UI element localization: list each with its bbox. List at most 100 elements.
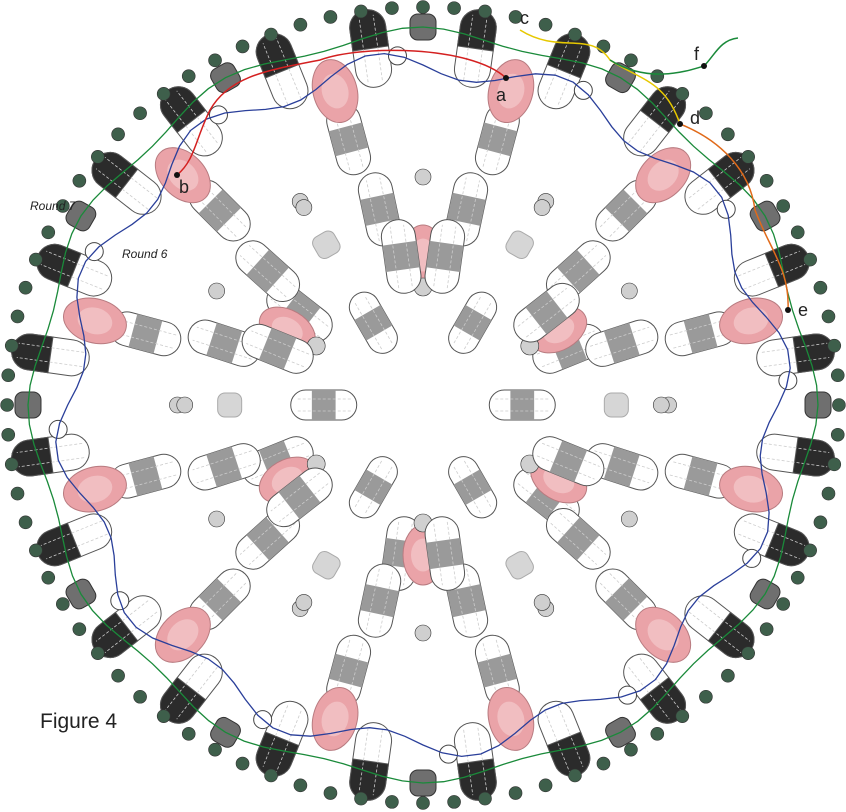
point-label: d <box>690 108 700 128</box>
seed-bead <box>91 150 105 164</box>
seed-bead <box>385 795 399 809</box>
pill-hole <box>594 450 654 471</box>
pill-hole <box>203 184 247 228</box>
point-label: e <box>798 300 808 320</box>
pill-hole <box>354 302 383 350</box>
seed-bead <box>208 510 225 528</box>
pink-drop <box>311 59 359 124</box>
drop-facet <box>733 475 769 503</box>
pill-hole <box>248 245 296 288</box>
point-labels: a b c d e f <box>174 8 808 320</box>
seed-bead <box>56 597 70 611</box>
seed-bead <box>156 709 171 723</box>
pill-bead <box>532 436 605 487</box>
pill-band <box>549 440 588 482</box>
seed-bead <box>133 106 147 121</box>
pill-bead <box>11 433 90 477</box>
seed-bead <box>323 786 338 800</box>
pill-bead <box>357 563 402 638</box>
pill-hole <box>453 296 482 344</box>
point-dot <box>785 307 791 313</box>
seed-bead <box>41 570 56 585</box>
point-label: c <box>520 8 529 28</box>
pill-bead <box>91 595 162 659</box>
seed-bead <box>156 87 171 101</box>
point-dot <box>174 172 180 178</box>
seed-bead <box>111 668 125 683</box>
pill-bead <box>733 513 810 567</box>
pill-bead <box>109 311 182 357</box>
pill-hole <box>477 727 488 794</box>
pill-hole <box>262 43 289 105</box>
seed-bead <box>699 689 713 704</box>
pill-bead <box>448 456 498 519</box>
pill-hole <box>364 296 393 344</box>
thread <box>27 26 819 784</box>
pill-bead <box>290 389 358 421</box>
seed-bead <box>675 87 690 101</box>
seed-bead <box>414 168 432 186</box>
point-label: f <box>694 44 700 64</box>
pill-bead <box>513 282 580 343</box>
pill-hole <box>270 472 320 512</box>
seed-bead <box>721 127 735 142</box>
pill-hole <box>463 14 474 81</box>
point-dot <box>701 63 707 69</box>
pink-drop <box>154 606 211 663</box>
seed-bead <box>652 396 670 414</box>
pill-hole <box>248 522 296 565</box>
pill-bead <box>349 722 393 801</box>
pill-bead <box>349 9 393 88</box>
faceted-bead <box>312 230 341 260</box>
seed-bead <box>759 173 774 188</box>
pill-hole <box>192 450 252 471</box>
pill-band <box>128 456 163 496</box>
faceted-bead <box>312 550 341 580</box>
drop-facet <box>77 307 113 335</box>
seed-bead <box>4 338 19 353</box>
seed-bead <box>416 0 430 14</box>
pill-bead <box>684 151 755 215</box>
pill-bead <box>91 151 162 215</box>
seed-bead <box>776 199 790 213</box>
pill-band <box>525 291 568 335</box>
pink-drop <box>635 606 692 663</box>
point-dot <box>677 121 683 127</box>
seed-bead <box>675 709 690 723</box>
pill-dark-half <box>349 9 390 52</box>
seed-bead <box>235 39 250 54</box>
faceted-bead <box>217 392 243 418</box>
pill-hole <box>246 343 305 368</box>
seed-bead <box>447 795 461 809</box>
pill-band <box>382 240 420 273</box>
pill-bead <box>266 467 333 528</box>
pill-band <box>354 304 393 341</box>
pill-band <box>557 249 600 293</box>
pill-hole <box>743 264 806 290</box>
pill-hole <box>379 571 394 633</box>
pill-hole <box>276 710 302 773</box>
seed-bead <box>759 622 774 637</box>
seed-bead <box>29 252 43 267</box>
drop-facet <box>77 475 113 503</box>
seed-bead <box>596 756 611 771</box>
pill-dark-half <box>792 436 835 477</box>
seed-bead <box>29 543 43 558</box>
pill-hole <box>463 302 492 350</box>
pink-drop <box>635 147 692 204</box>
pill-band <box>198 578 241 621</box>
seed-bead <box>538 17 553 32</box>
thread-paths <box>27 26 819 784</box>
seed-bead <box>568 768 582 783</box>
seed-bead <box>1 368 16 383</box>
faceted-bead <box>603 392 629 418</box>
pill-hole <box>594 339 654 360</box>
thread <box>55 52 791 758</box>
pill-bead <box>159 653 223 724</box>
pill-band <box>328 122 369 157</box>
pink-drop <box>63 297 127 345</box>
seed-bead <box>821 486 836 501</box>
seed-bead <box>447 1 461 15</box>
pill-dark-half <box>349 758 390 801</box>
seed-bead <box>721 668 735 683</box>
